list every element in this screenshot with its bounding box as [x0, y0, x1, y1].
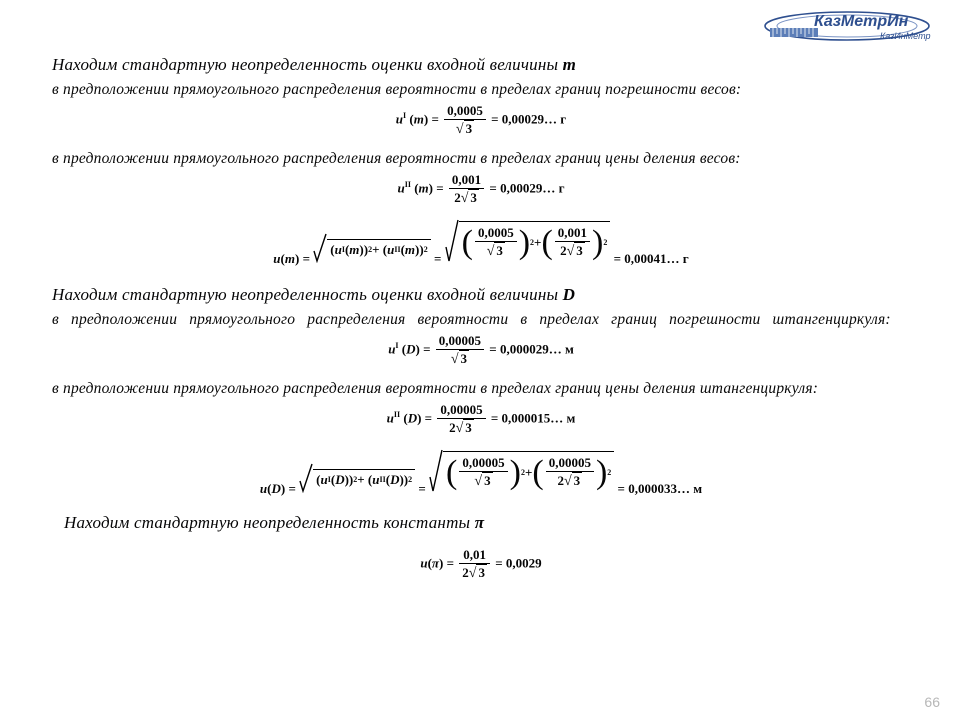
var-m: m: [563, 55, 576, 74]
num: 0,01: [459, 547, 490, 564]
num: 0,0005: [444, 103, 486, 120]
text: Находим стандартную неопределенность оце…: [52, 285, 563, 304]
a-num: 0,0005: [475, 225, 517, 242]
para-div-scales: в предположении прямоугольного распредел…: [52, 150, 910, 168]
svg-text:КазМетрИн: КазМетрИн: [814, 13, 909, 30]
page-number: 66: [924, 694, 940, 710]
var-d: D: [563, 285, 575, 304]
res: 0,000029… м: [500, 341, 574, 356]
para-div-caliper: в предположении прямоугольного распредел…: [52, 380, 910, 398]
res: 0,000033… м: [628, 481, 702, 496]
formula-ud-combined: u(D) = (uI (D))2 + (uII (D))2 = ( 0,0000…: [52, 449, 910, 497]
formula-u2d: uII (D) = 0,000052√3 = 0,000015… м: [52, 402, 910, 437]
formula-upi: u(π) = 0,012√3 = 0,0029: [52, 547, 910, 582]
res: 0,000015… м: [502, 410, 576, 425]
text: Находим стандартную неопределенность оце…: [52, 55, 563, 74]
logo: КазМетрИн КазИнМетр: [762, 6, 942, 46]
res: 0,0029: [506, 555, 542, 570]
formula-u1m: uI (m) = 0,0005√3 = 0,00029… г: [52, 103, 910, 138]
a-num: 0,00005: [459, 455, 507, 472]
num: 0,00005: [437, 402, 485, 419]
formula-um-combined: u(m) = (uI (m))2 + (uII (m))2 = ( 0,0005…: [52, 219, 910, 267]
para-error-caliper: в предположении прямоугольного распредел…: [52, 311, 910, 329]
formula-u2m: uII (m) = 0,0012√3 = 0,00029… г: [52, 172, 910, 207]
heading-pi: Находим стандартную неопределенность кон…: [64, 513, 910, 533]
text: Находим стандартную неопределенность кон…: [64, 513, 475, 532]
formula-u1d: uI (D) = 0,00005√3 = 0,000029… м: [52, 333, 910, 368]
res: 0,00041… г: [624, 251, 688, 266]
heading-m: Находим стандартную неопределенность оце…: [52, 55, 910, 75]
res: 0,00029… г: [500, 180, 564, 195]
var-pi: π: [475, 513, 484, 532]
para-error-scales: в предположении прямоугольного распредел…: [52, 81, 910, 99]
res: 0,00029… г: [502, 111, 566, 126]
num: 0,00005: [436, 333, 484, 350]
b-num: 0,001: [555, 225, 590, 242]
heading-d: Находим стандартную неопределенность оце…: [52, 285, 910, 305]
b-num: 0,00005: [546, 455, 594, 472]
svg-text:КазИнМетр: КазИнМетр: [880, 31, 931, 41]
content-body: Находим стандартную неопределенность оце…: [52, 55, 910, 594]
num: 0,001: [449, 172, 484, 189]
